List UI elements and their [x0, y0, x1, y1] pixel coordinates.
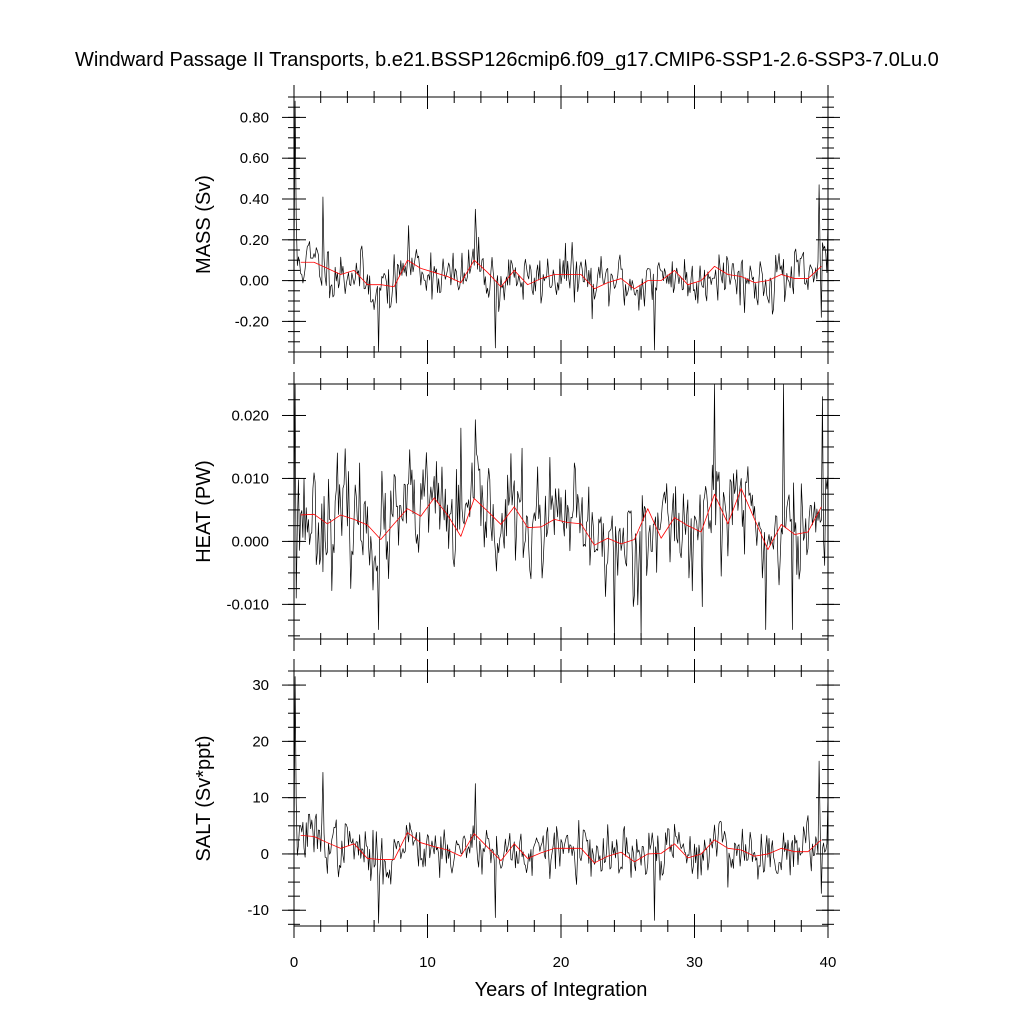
mass-panel: -0.20 0.00 0.20 0.40 0.60 0.80 MASS (Sv) — [193, 85, 840, 364]
mass-ytick-label: 0.60 — [240, 150, 269, 167]
mass-ytick-label: 0.40 — [240, 191, 269, 208]
heat-smoothed-series-line — [300, 488, 822, 550]
salt-plot-frame — [293, 670, 829, 927]
mass-plot-frame — [293, 96, 829, 353]
salt-raw-series-line — [293, 676, 829, 924]
mass-y-axis-title: MASS (Sv) — [193, 175, 215, 274]
heat-panel: -0.010 0.000 0.010 0.020 HEAT (PW) — [193, 372, 840, 651]
heat-plot-frame — [293, 383, 829, 640]
salt-y-axis-title: SALT (Sv*ppt) — [193, 736, 215, 862]
figure-title: Windward Passage II Transports, b.e21.BS… — [75, 49, 939, 71]
heat-y-axis-title: HEAT (PW) — [193, 460, 215, 563]
heat-ytick-label: -0.010 — [226, 596, 269, 613]
panel-stack: -0.20 0.00 0.20 0.40 0.60 0.80 MASS (Sv) -0.010… — [193, 85, 840, 971]
salt-smoothed-series-line — [300, 832, 822, 864]
mass-ytick-label: 0.00 — [240, 273, 269, 290]
x-axis-title: Years of Integration — [475, 979, 648, 1001]
salt-ytick-label: 10 — [252, 790, 269, 807]
heat-ytick-label: 0.010 — [231, 470, 269, 487]
mass-raw-series-line — [293, 100, 829, 353]
salt-xtick-label: 30 — [686, 954, 703, 971]
salt-xtick-label: 10 — [419, 954, 436, 971]
mass-ytick-label: -0.20 — [235, 313, 269, 330]
salt-ytick-label: 30 — [252, 677, 269, 694]
mass-ytick-label: 0.80 — [240, 109, 269, 126]
salt-ytick-label: 0 — [261, 846, 269, 863]
salt-ytick-label: -10 — [247, 902, 269, 919]
mass-smoothed-series-line — [300, 259, 822, 290]
heat-ytick-label: 0.020 — [231, 407, 269, 424]
salt-xtick-label: 40 — [820, 954, 837, 971]
salt-ytick-label: 20 — [252, 733, 269, 750]
salt-xtick-label: 20 — [553, 954, 570, 971]
salt-xtick-label: 0 — [290, 954, 298, 971]
heat-raw-series-line — [293, 383, 829, 637]
mass-ytick-label: 0.20 — [240, 232, 269, 249]
salt-panel: -10 0 10 20 30 0 10 20 30 40 SALT (Sv*ppt) — [193, 659, 840, 971]
heat-ytick-label: 0.000 — [231, 533, 269, 550]
